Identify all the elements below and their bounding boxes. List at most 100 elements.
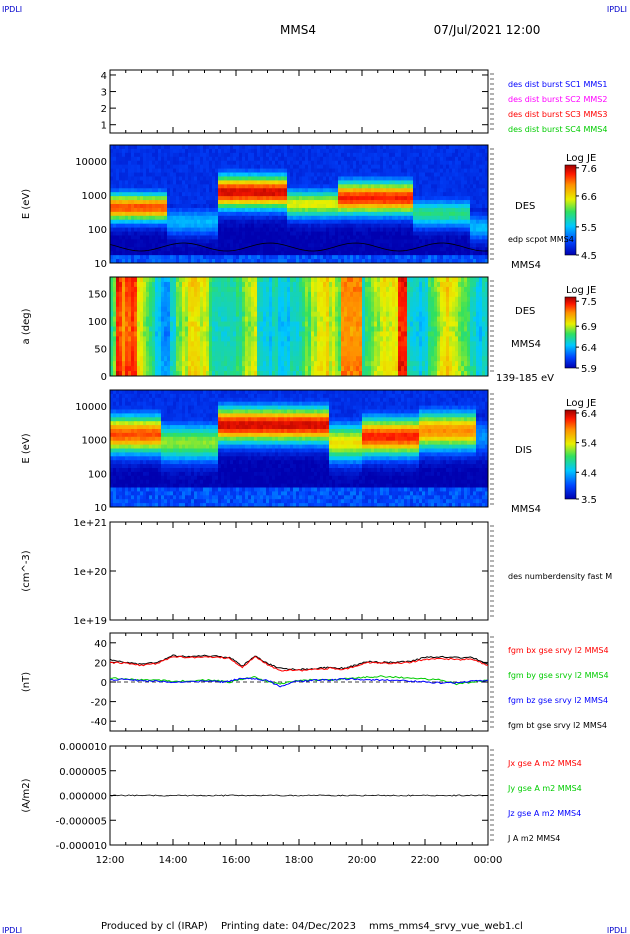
heatmap-cell bbox=[380, 207, 384, 213]
heatmap-cell bbox=[158, 336, 162, 342]
heatmap-cell bbox=[224, 346, 228, 352]
heatmap-cell bbox=[395, 227, 399, 232]
heatmap-cell bbox=[167, 152, 171, 158]
heatmap-cell bbox=[185, 331, 189, 337]
heatmap-cell bbox=[377, 227, 381, 232]
heatmap-cell bbox=[314, 247, 318, 252]
heatmap-cell bbox=[272, 176, 276, 181]
heatmap-cell bbox=[236, 243, 240, 248]
heatmap-cell bbox=[476, 231, 480, 236]
heatmap-cell bbox=[296, 184, 300, 189]
heatmap-cell bbox=[371, 207, 375, 213]
heatmap-cell bbox=[422, 184, 426, 189]
heatmap-cell bbox=[374, 148, 378, 154]
heatmap-cell bbox=[338, 251, 342, 256]
heatmap-cell bbox=[401, 196, 405, 201]
heatmap-cell bbox=[335, 164, 339, 169]
heatmap-cell bbox=[134, 215, 138, 221]
heatmap-cell bbox=[164, 188, 168, 193]
right-label: MMS4 bbox=[511, 260, 541, 271]
heatmap-cell bbox=[416, 247, 420, 252]
heatmap-cell bbox=[383, 215, 387, 221]
heatmap-cell bbox=[203, 168, 207, 173]
heatmap-cell bbox=[116, 231, 120, 236]
heatmap-cell bbox=[242, 301, 246, 308]
heatmap-cell bbox=[254, 184, 258, 189]
heatmap-cell bbox=[428, 204, 432, 209]
heatmap-cell bbox=[128, 251, 132, 256]
heatmap-cell bbox=[209, 346, 213, 352]
heatmap-cell bbox=[299, 227, 303, 232]
heatmap-cell bbox=[254, 200, 258, 205]
heatmap-cell bbox=[248, 176, 252, 181]
heatmap-cell bbox=[236, 172, 240, 177]
heatmap-cell bbox=[356, 223, 360, 228]
heatmap-cell bbox=[131, 306, 135, 313]
heatmap-cell bbox=[215, 366, 219, 372]
heatmap-cell bbox=[128, 211, 132, 217]
heatmap-cell bbox=[266, 255, 270, 260]
heatmap-cell bbox=[278, 152, 282, 158]
heatmap-cell bbox=[413, 219, 417, 225]
heatmap-cell bbox=[365, 148, 369, 154]
heatmap-cell bbox=[224, 180, 228, 185]
heatmap-cell bbox=[446, 239, 450, 244]
heatmap-cell bbox=[437, 160, 441, 166]
heatmap-cell bbox=[167, 361, 171, 367]
heatmap-cell bbox=[326, 207, 330, 213]
heatmap-cell bbox=[347, 168, 351, 173]
heatmap-cell bbox=[137, 311, 141, 317]
heatmap-cell bbox=[188, 366, 192, 372]
heatmap-cell bbox=[236, 326, 240, 332]
heatmap-cell bbox=[131, 286, 135, 293]
heatmap-cell bbox=[170, 321, 174, 327]
heatmap-cell bbox=[389, 259, 393, 264]
heatmap-cell bbox=[155, 296, 159, 303]
heatmap-cell bbox=[182, 160, 186, 166]
heatmap-cell bbox=[404, 156, 408, 162]
heatmap-cell bbox=[407, 172, 411, 177]
heatmap-cell bbox=[470, 251, 474, 256]
heatmap-cell bbox=[116, 184, 120, 189]
heatmap-cell bbox=[371, 188, 375, 193]
heatmap-cell bbox=[353, 196, 357, 201]
heatmap-cell bbox=[137, 235, 141, 240]
heatmap-cell bbox=[425, 156, 429, 162]
heatmap-cell bbox=[281, 247, 285, 252]
heatmap-cell bbox=[230, 168, 234, 173]
heatmap-cell bbox=[203, 311, 207, 317]
heatmap-cell bbox=[188, 235, 192, 240]
heatmap-cell bbox=[410, 148, 414, 154]
heatmap-cell bbox=[269, 259, 273, 264]
heatmap-cell bbox=[347, 160, 351, 166]
heatmap-cell bbox=[476, 180, 480, 185]
heatmap-cell bbox=[215, 306, 219, 313]
heatmap-cell bbox=[245, 145, 249, 150]
heatmap-cell bbox=[167, 356, 171, 362]
heatmap-cell bbox=[140, 239, 144, 244]
heatmap-cell bbox=[290, 200, 294, 205]
heatmap-cell bbox=[422, 160, 426, 166]
heatmap-cell bbox=[263, 156, 267, 162]
heatmap-cell bbox=[401, 227, 405, 232]
heatmap-cell bbox=[155, 196, 159, 201]
heatmap-cell bbox=[143, 192, 147, 197]
heatmap-cell bbox=[233, 145, 237, 150]
heatmap-cell bbox=[116, 259, 120, 264]
heatmap-cell bbox=[401, 235, 405, 240]
heatmap-cell bbox=[320, 192, 324, 197]
heatmap-cell bbox=[335, 211, 339, 217]
heatmap-cell bbox=[308, 164, 312, 169]
heatmap-cell bbox=[287, 231, 291, 236]
heatmap-cell bbox=[311, 255, 315, 260]
heatmap-cell bbox=[371, 259, 375, 264]
heatmap-cell bbox=[134, 247, 138, 252]
heatmap-cell bbox=[110, 247, 114, 252]
heatmap-cell bbox=[395, 176, 399, 181]
heatmap-cell bbox=[116, 235, 120, 240]
heatmap-cell bbox=[200, 255, 204, 260]
heatmap-cell bbox=[410, 255, 414, 260]
heatmap-cell bbox=[125, 156, 129, 162]
heatmap-cell bbox=[368, 207, 372, 213]
heatmap-cell bbox=[239, 371, 243, 377]
